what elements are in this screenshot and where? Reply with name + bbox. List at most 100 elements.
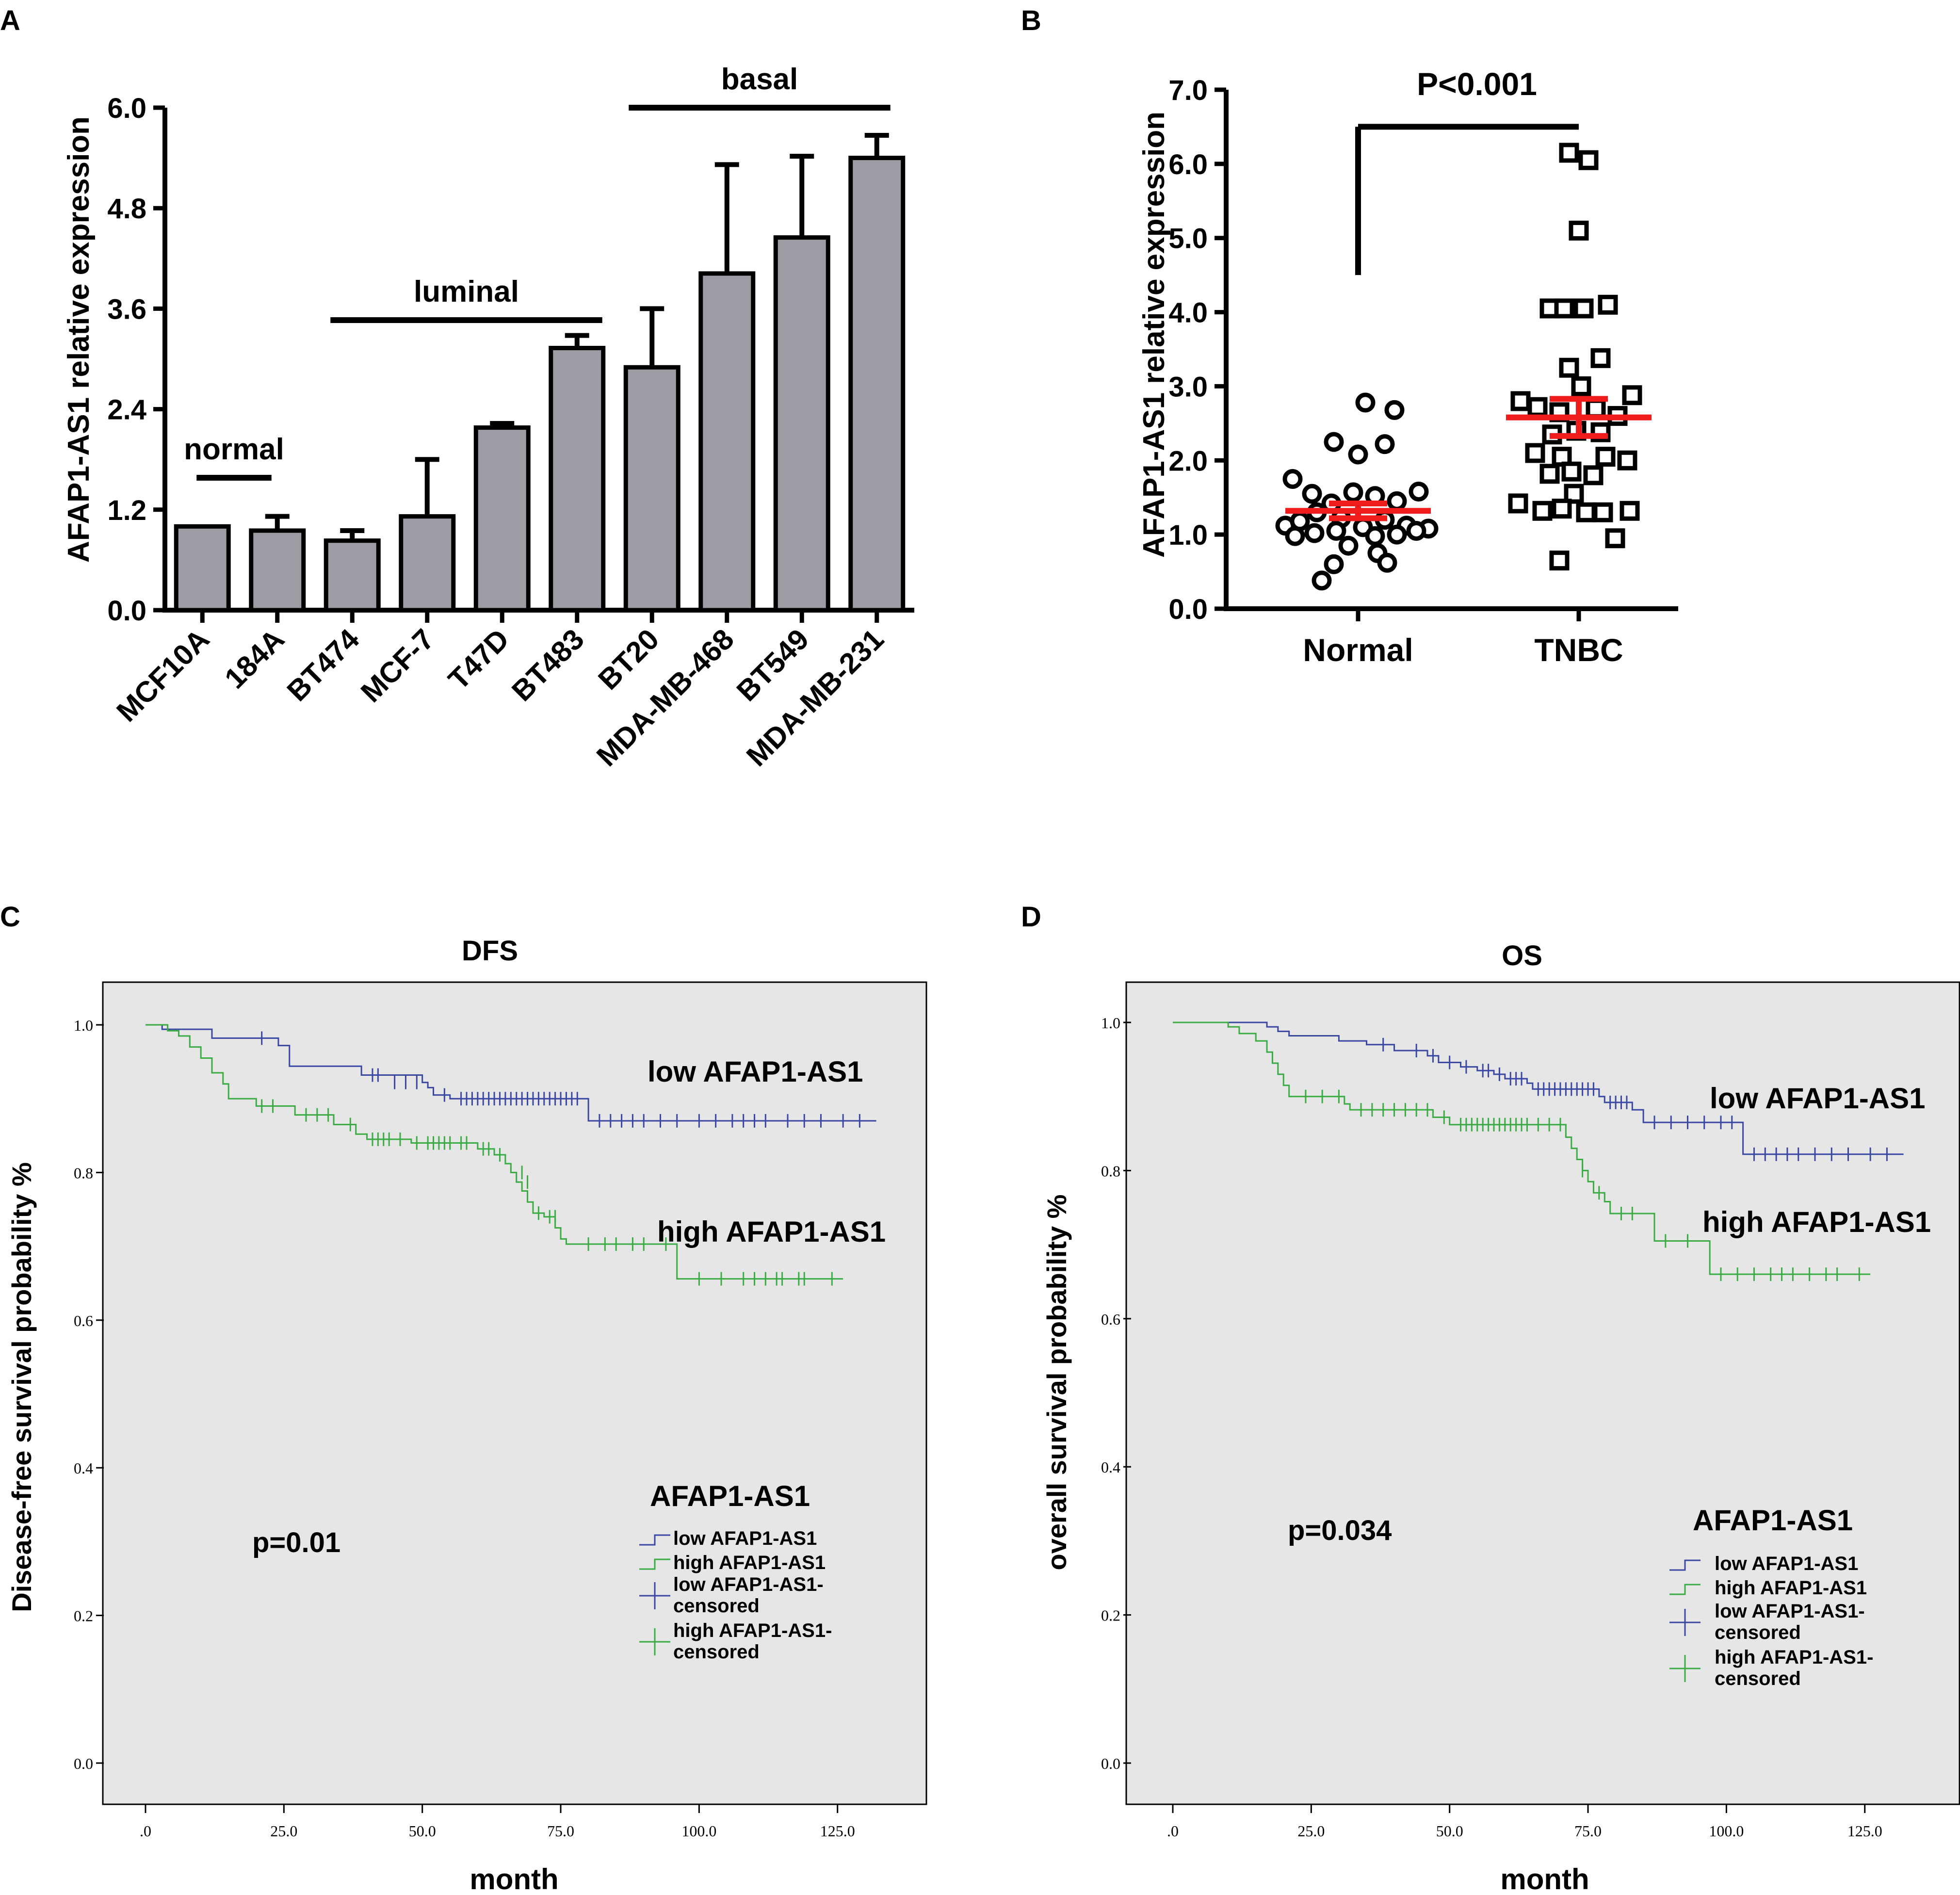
panel-b-point-normal (1377, 552, 1397, 573)
panel-b-scatter-chart: AFAP1-AS1 relative expression P<0.001 0.… (1137, 66, 1678, 668)
panel-d-x-tick-label: 25.0 (1297, 1822, 1325, 1840)
panel-c-survival-chart: DFS month Disease-free survival probabil… (6, 935, 927, 1895)
panel-c-low-curve-label: low AFAP1-AS1 (648, 1055, 863, 1088)
panel-b-point-tnbc (1593, 502, 1613, 522)
panel-d-y-tick-label: 1.0 (1101, 1014, 1120, 1032)
panel-b-point-tnbc (1598, 294, 1618, 315)
panel-c-y-tick-label: 1.0 (74, 1017, 93, 1034)
panel-a-category-label: MCF-7 (355, 623, 440, 709)
panel-b-point-normal (1304, 523, 1325, 543)
panel-b-point-tnbc (1605, 528, 1625, 549)
panel-d-legend-low-censored-swatch (1669, 1609, 1701, 1636)
panel-a-category-label: BT474 (281, 622, 366, 707)
panel-a-y-tick-label: 3.6 (107, 293, 146, 325)
panel-d-high-curve-label: high AFAP1-AS1 (1702, 1206, 1931, 1238)
panel-c-legend-high-censored: high AFAP1-AS1-censored (673, 1620, 832, 1663)
panel-a-y-tick-label: 6.0 (107, 93, 146, 124)
panel-b-point-tnbc (1576, 502, 1596, 522)
panel-c-legend-high: high AFAP1-AS1 (673, 1552, 826, 1573)
panel-a-bar-mcf-7 (399, 514, 456, 613)
panel-b-point-normal (1406, 521, 1426, 541)
panel-c-y-tick-label: 0.8 (74, 1164, 93, 1182)
panel-b-point-normal (1285, 526, 1305, 546)
panel-letter-a: A (0, 5, 20, 36)
panel-b-point-normal (1384, 400, 1405, 420)
panel-b-category-label-tnbc: TNBC (1534, 632, 1623, 668)
panel-a-category-label: MCF10A (110, 623, 215, 728)
panel-d-x-tick-label: .0 (1167, 1822, 1179, 1840)
panel-b-point-tnbc (1561, 461, 1582, 482)
panel-b-point-tnbc (1508, 493, 1528, 514)
panel-b-point-tnbc (1586, 398, 1606, 419)
panel-d-x-tick-label: 50.0 (1436, 1822, 1463, 1840)
panel-b-point-tnbc (1539, 464, 1560, 484)
panel-c-legend-low-swatch (639, 1534, 670, 1546)
panel-a-y-tick-label: 1.2 (107, 495, 146, 526)
panel-d-y-tick-label: 0.2 (1101, 1607, 1120, 1624)
panel-c-y-tick-label: 0.6 (74, 1312, 93, 1329)
panel-c-p-value: p=0.01 (252, 1527, 340, 1558)
panel-d-plot-area (1125, 981, 1960, 1805)
panel-b-point-tnbc (1620, 501, 1640, 521)
panel-c-x-tick-label: 75.0 (547, 1822, 574, 1840)
panel-a-category-label: BT483 (505, 623, 590, 708)
panel-b-point-tnbc (1622, 385, 1642, 405)
panel-c-legend-high-censored-swatch (639, 1628, 670, 1655)
panel-b-category-label-normal: Normal (1303, 632, 1413, 668)
panel-b-point-tnbc (1595, 447, 1616, 467)
panel-c-x-axis-label: month (470, 1863, 558, 1895)
panel-a-category-label: T47D (442, 623, 515, 696)
panel-a-bar-chart: AFAP1-AS1 relative expression 0.0 1.2 2.4 3… (62, 63, 914, 773)
panel-b-y-tick-label: 2.0 (1168, 445, 1208, 477)
panel-b-point-tnbc (1527, 397, 1548, 417)
panel-c-title: DFS (462, 935, 518, 967)
panel-c-x-tick-label: 50.0 (409, 1822, 436, 1840)
panel-c-legend-low: low AFAP1-AS1 (673, 1528, 817, 1549)
panel-d-legend-high-swatch (1669, 1584, 1701, 1595)
panel-b-point-tnbc (1510, 391, 1531, 411)
panel-b-point-normal (1355, 392, 1376, 413)
panel-letter-c: C (0, 901, 20, 933)
panel-b-y-tick-label: 0.0 (1168, 594, 1208, 625)
panel-b-point-normal (1387, 491, 1407, 511)
panel-b-point-tnbc (1549, 551, 1570, 571)
panel-b-point-tnbc (1578, 150, 1599, 170)
panel-c-legend-low-censored: low AFAP1-AS1-censored (673, 1574, 824, 1617)
panel-b-point-tnbc (1532, 501, 1553, 521)
panel-b-y-tick-label: 5.0 (1168, 223, 1208, 255)
panel-d-x-tick-label: 75.0 (1574, 1822, 1602, 1840)
panel-letter-b: B (1021, 5, 1041, 36)
panel-d-legend-high-censored-swatch (1669, 1655, 1701, 1682)
panel-c-legend: low AFAP1-AS1 high AFAP1-AS1 low AFAP1-A… (639, 1528, 832, 1663)
panel-d-legend: low AFAP1-AS1 high AFAP1-AS1 low AFAP1-A… (1669, 1553, 1873, 1689)
panel-d-curve-low (1173, 1021, 1904, 1155)
panel-d-x-tick-label: 125.0 (1847, 1822, 1882, 1840)
panel-b-point-tnbc (1554, 298, 1574, 319)
panel-d-low-curve-label: low AFAP1-AS1 (1710, 1082, 1926, 1115)
panel-d-p-value: p=0.034 (1288, 1515, 1392, 1546)
panel-b-point-normal (1324, 432, 1344, 452)
panel-c-plot-area (102, 981, 927, 1805)
panel-a-bar-bt549 (773, 235, 830, 613)
panel-a-category-label: 184A (218, 623, 291, 695)
panel-d-title: OS (1502, 940, 1542, 972)
panel-a-bar-184a (249, 528, 306, 613)
panel-b-point-normal (1375, 434, 1395, 454)
panel-d-curve-high (1173, 1021, 1871, 1275)
panel-d-legend-low: low AFAP1-AS1 (1715, 1553, 1858, 1574)
panel-c-y-tick-label: 0.4 (74, 1459, 93, 1477)
panel-a-y-axis-label: AFAP1-AS1 relative expression (62, 116, 96, 563)
panel-d-x-tick-label: 100.0 (1709, 1822, 1744, 1840)
panel-a-bar-bt474 (324, 538, 381, 613)
panel-c-y-tick-label: 0.2 (74, 1607, 93, 1625)
panel-d-survival-chart: OS month overall survival probability % … (1041, 940, 1960, 1895)
panel-a-bar-mda-mb-231 (848, 156, 906, 613)
panel-d-y-tick-label: 0.4 (1101, 1458, 1120, 1476)
panel-a-bar-t47d (473, 425, 531, 613)
panel-b-point-normal (1343, 482, 1363, 502)
panel-c-legend-high-swatch (639, 1558, 670, 1570)
panel-letter-d: D (1021, 901, 1041, 933)
panel-b-point-normal (1409, 481, 1429, 502)
panel-c-legend-low-censored-swatch (639, 1582, 670, 1609)
